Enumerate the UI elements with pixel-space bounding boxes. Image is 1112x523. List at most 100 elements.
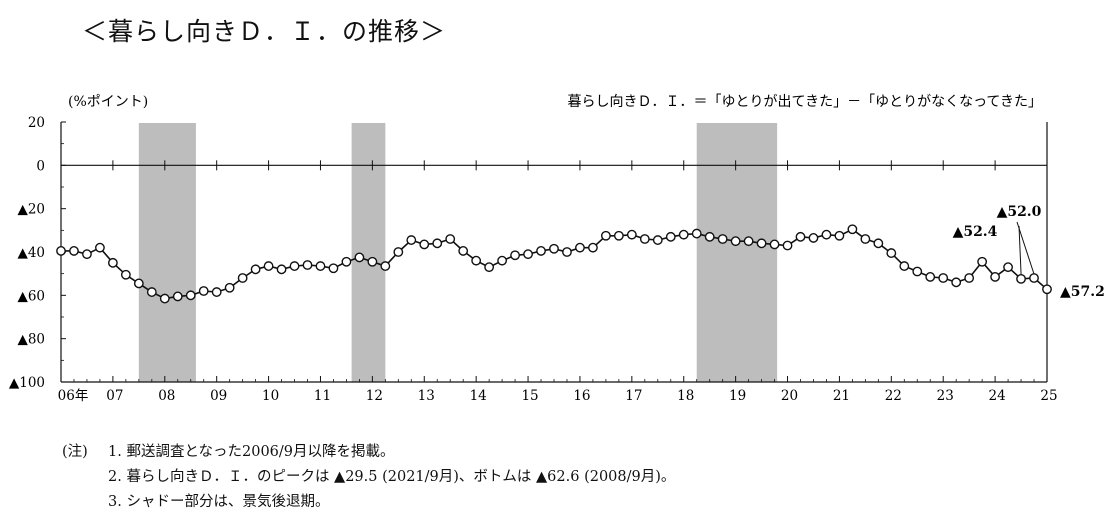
annotation-label: ▲52.0 (997, 204, 1042, 220)
data-point (471, 255, 482, 266)
data-point (302, 260, 313, 270)
y-tick-label: ▲20 (17, 202, 45, 218)
data-point (458, 246, 469, 256)
x-tick-label: 13 (418, 388, 435, 404)
note-1: 1. 郵送調査となった2006/9月以降を掲載。 (108, 444, 395, 460)
data-point (886, 248, 897, 258)
data-point (198, 286, 209, 296)
data-point (250, 264, 261, 275)
recession-shade (696, 123, 778, 382)
note-row: 2. 暮らし向きＤ．Ｉ．のピークは ▲29.5 (2021/9月)、ボトムは ▲… (62, 465, 675, 490)
data-point (847, 224, 858, 235)
x-tick-label: 17 (625, 388, 642, 404)
data-point (613, 230, 624, 241)
data-point (964, 273, 975, 283)
note-3: 3. シャドー部分は、景気後退期。 (108, 494, 330, 510)
data-point (730, 236, 741, 247)
note-row: (注) 1. 郵送調査となった2006/9月以降を掲載。 (62, 440, 675, 465)
data-point (146, 287, 157, 297)
data-point (341, 256, 352, 267)
data-point (990, 272, 1001, 282)
data-point (211, 287, 222, 297)
data-point (899, 261, 910, 271)
x-tick-label: 06年 (58, 388, 89, 404)
annotations: ▲52.4 ▲52.0 ▲57.2 (953, 204, 1105, 300)
data-point (808, 233, 819, 243)
x-tick-label: 25 (1040, 388, 1057, 404)
x-tick-label: 07 (106, 388, 123, 404)
x-tick-label: 10 (262, 388, 279, 404)
data-point (536, 246, 546, 256)
data-point (445, 234, 456, 244)
series-markers (56, 224, 1052, 304)
data-point (289, 261, 300, 271)
y-tick-label: ▲100 (9, 375, 45, 391)
data-point (69, 246, 79, 256)
data-point (1042, 284, 1052, 295)
recession-shade (138, 123, 196, 382)
data-point (1029, 273, 1039, 283)
data-point (821, 229, 832, 240)
x-tick-label: 22 (885, 388, 902, 404)
data-point (925, 272, 936, 282)
note-prefix: (注) (62, 444, 88, 460)
data-point (120, 269, 131, 280)
x-tick-label: 16 (573, 388, 590, 404)
data-point (133, 278, 144, 289)
y-unit-label: (%ポイント) (68, 94, 148, 110)
data-point (977, 256, 988, 267)
data-point (263, 261, 274, 271)
formula-label: 暮らし向きＤ．Ｉ．＝「ゆとりが出てきた」－「ゆとりがなくなってきた」 (568, 94, 1042, 110)
data-point (393, 247, 404, 257)
data-point (626, 229, 637, 240)
data-point (549, 243, 559, 254)
x-tick-label: 11 (314, 388, 331, 404)
y-tick-label: 0 (36, 158, 45, 174)
data-point (406, 235, 417, 245)
x-tick-label: 12 (366, 388, 383, 404)
note-row: 3. シャドー部分は、景気後退期。 (62, 490, 675, 515)
page-title: ＜暮らし向きＤ．Ｉ．の推移＞ (82, 17, 447, 46)
data-point (354, 252, 365, 263)
y-tick-label: ▲60 (17, 288, 45, 304)
data-point (237, 273, 248, 283)
data-point (1016, 273, 1026, 284)
data-point (419, 239, 430, 250)
data-point (276, 264, 287, 275)
y-tick-label: ▲80 (17, 332, 45, 348)
note-2: 2. 暮らし向きＤ．Ｉ．のピークは ▲29.5 (2021/9月)、ボトムは ▲… (108, 469, 676, 485)
recession-shade (351, 123, 386, 382)
data-point (665, 231, 676, 242)
series-line-path (61, 228, 1048, 300)
data-point (95, 242, 105, 253)
data-point (873, 238, 884, 249)
data-point (523, 249, 533, 260)
x-tick-label: 14 (470, 388, 487, 404)
data-point (107, 257, 118, 268)
x-tick-label: 15 (521, 388, 538, 404)
x-tick-label: 08 (158, 388, 175, 404)
recession-shades (138, 123, 778, 382)
data-point (600, 230, 611, 241)
data-point (224, 282, 235, 293)
annotation-label: ▲57.2 (1060, 284, 1105, 300)
data-point (1003, 262, 1013, 273)
data-point (951, 277, 962, 288)
di-line-chart: 20 0 ▲20 ▲40 ▲60 ▲80 ▲100 06年 07 08 09 10 11 12 13 14 15… (9, 94, 1105, 404)
data-point (756, 238, 767, 249)
data-point (691, 228, 702, 239)
annotation-label: ▲52.4 (953, 224, 998, 240)
data-point (782, 240, 793, 251)
x-tick-label: 23 (937, 388, 954, 404)
data-point (769, 239, 780, 250)
data-point (185, 290, 196, 301)
data-point (328, 263, 339, 274)
data-point (497, 255, 508, 266)
series-line (61, 228, 1048, 300)
data-point (315, 261, 326, 271)
data-point (82, 249, 92, 260)
data-point (159, 293, 170, 304)
x-tick-label: 24 (989, 388, 1006, 404)
chart-axes (60, 121, 1048, 383)
annotation-leader (1016, 221, 1035, 275)
